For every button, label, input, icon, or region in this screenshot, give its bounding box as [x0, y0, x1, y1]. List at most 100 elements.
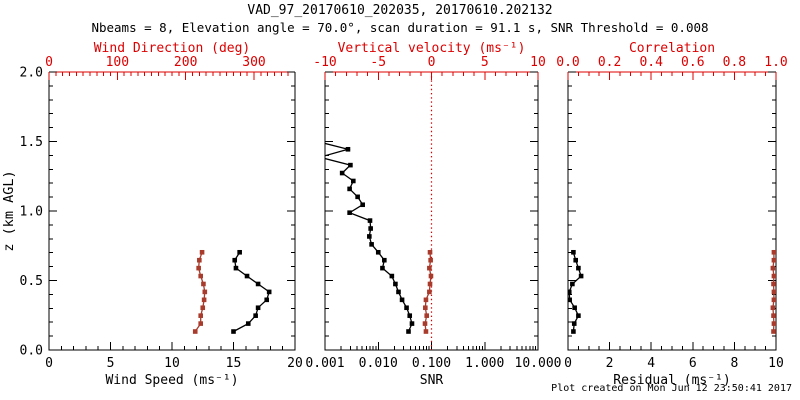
wind-speed-marker	[245, 321, 251, 326]
residual-marker	[571, 321, 577, 326]
top-tick-label: 0.6	[681, 55, 704, 70]
correlation-marker	[771, 313, 776, 318]
panel-frame	[567, 72, 777, 351]
bottom-tick-label: 15	[226, 356, 242, 371]
panel-residual-correlation: 0 2 4 6 8 10 Residual (ms⁻¹) 0.0 0.2 0.4 0.6 0.8 1.0…	[556, 41, 787, 388]
wind-direction-marker	[198, 321, 203, 326]
vertical-velocity-series	[422, 249, 434, 334]
z-tick-label: 1.5	[20, 135, 43, 150]
bottom-axis-label: SNR	[420, 373, 444, 388]
top-tick-label: 0	[45, 55, 53, 70]
snr-line	[325, 142, 413, 332]
wind-direction-marker	[196, 265, 201, 271]
vertical-velocity-marker	[423, 305, 428, 311]
snr-marker	[380, 265, 385, 271]
top-tick-label: -5	[370, 55, 386, 70]
bottom-axis-ticks	[48, 342, 296, 350]
bottom-axis-label: Residual (ms⁻¹)	[613, 373, 730, 388]
top-tick-label: 0.4	[639, 55, 663, 70]
snr-marker	[347, 210, 352, 215]
residual-marker	[571, 329, 576, 334]
top-tick-label: 0.0	[556, 55, 579, 70]
snr-series	[325, 142, 415, 334]
z-axis-ticks	[568, 71, 776, 351]
residual-series	[568, 249, 584, 334]
snr-marker	[367, 218, 373, 223]
wind-direction-marker	[201, 281, 206, 287]
residual-marker	[576, 313, 581, 318]
residual-marker	[570, 281, 575, 287]
correlation-marker	[771, 257, 776, 263]
snr-marker	[406, 329, 411, 334]
wind-direction-marker	[201, 297, 207, 303]
correlation-marker	[771, 297, 776, 303]
wind-speed-marker	[264, 297, 270, 303]
panel-wind-speed-direction: 0.0 0.5 1.0 1.5 2.0 z (km AGL) 0 5 10 15 20 Wind Sp…	[1, 41, 303, 388]
bottom-tick-label: 0	[564, 356, 572, 371]
wind-speed-marker	[244, 273, 250, 279]
snr-marker	[382, 257, 387, 263]
residual-marker	[578, 273, 584, 279]
residual-marker	[576, 265, 581, 271]
vertical-velocity-marker	[423, 329, 429, 334]
bottom-tick-label: 0.010	[359, 356, 398, 371]
snr-marker	[396, 289, 401, 295]
z-tick-label: 1.0	[20, 205, 43, 220]
bottom-tick-label: 0	[45, 356, 53, 371]
vertical-velocity-marker	[427, 289, 432, 295]
snr-marker	[367, 234, 372, 239]
wind-direction-series	[192, 249, 208, 334]
wind-speed-marker	[231, 329, 236, 334]
bottom-tick-label: 2	[606, 356, 614, 371]
vertical-velocity-marker	[422, 321, 428, 326]
bottom-tick-label: 10	[768, 356, 784, 371]
wind-speed-marker	[255, 281, 261, 287]
vertical-velocity-marker	[427, 281, 433, 287]
wind-direction-marker	[200, 305, 206, 311]
snr-marker	[369, 242, 374, 247]
bottom-tick-label: 6	[689, 356, 697, 371]
panel-snr-vertical-velocity: 0.001 0.010 0.100 1.000 10.000 SNR -10 -5 0 5 10 Ve…	[305, 41, 561, 388]
wind-speed-line	[233, 251, 270, 333]
snr-marker	[389, 273, 395, 279]
residual-marker	[571, 249, 576, 255]
wind-speed-marker	[232, 257, 238, 263]
bottom-axis-ticks	[567, 342, 777, 350]
wind-direction-marker	[197, 257, 202, 263]
top-axis-ticks	[324, 72, 539, 80]
bottom-axis-label: Wind Speed (ms⁻¹)	[105, 373, 238, 388]
figure-subtitle: Nbeams = 8, Elevation angle = 70.0°, sca…	[91, 20, 709, 35]
snr-marker	[347, 186, 352, 192]
z-tick-label: 0.5	[20, 274, 43, 289]
top-tick-label: -10	[313, 55, 336, 70]
figure-title: VAD_97_20170610_202035, 20170610.202132	[247, 3, 553, 18]
correlation-marker	[771, 249, 776, 255]
snr-marker	[339, 170, 345, 176]
correlation-series	[770, 249, 776, 334]
z-axis-ticks	[49, 71, 295, 351]
wind-direction-marker	[192, 329, 198, 334]
snr-marker	[404, 305, 409, 311]
bottom-tick-label: 0.100	[412, 356, 451, 371]
top-tick-label: 300	[242, 55, 265, 70]
correlation-marker	[771, 273, 776, 279]
top-axis-label: Correlation	[629, 41, 715, 56]
snr-marker	[345, 146, 351, 152]
top-tick-label: 0.8	[723, 55, 746, 70]
wind-speed-marker	[253, 313, 258, 318]
bottom-tick-label: 0.001	[305, 356, 344, 371]
vertical-velocity-marker	[427, 265, 432, 271]
wind-speed-marker	[233, 265, 239, 271]
z-tick-label: 2.0	[20, 66, 43, 81]
vertical-velocity-marker	[428, 273, 434, 279]
top-tick-label: 10	[530, 55, 546, 70]
bottom-tick-label: 20	[287, 356, 303, 371]
bottom-tick-label: 10	[164, 356, 180, 371]
top-tick-label: 0.2	[598, 55, 621, 70]
residual-marker	[568, 289, 572, 295]
wind-speed-marker	[266, 289, 272, 295]
vertical-velocity-marker	[428, 257, 433, 263]
correlation-marker	[771, 289, 776, 295]
correlation-marker	[770, 305, 776, 311]
